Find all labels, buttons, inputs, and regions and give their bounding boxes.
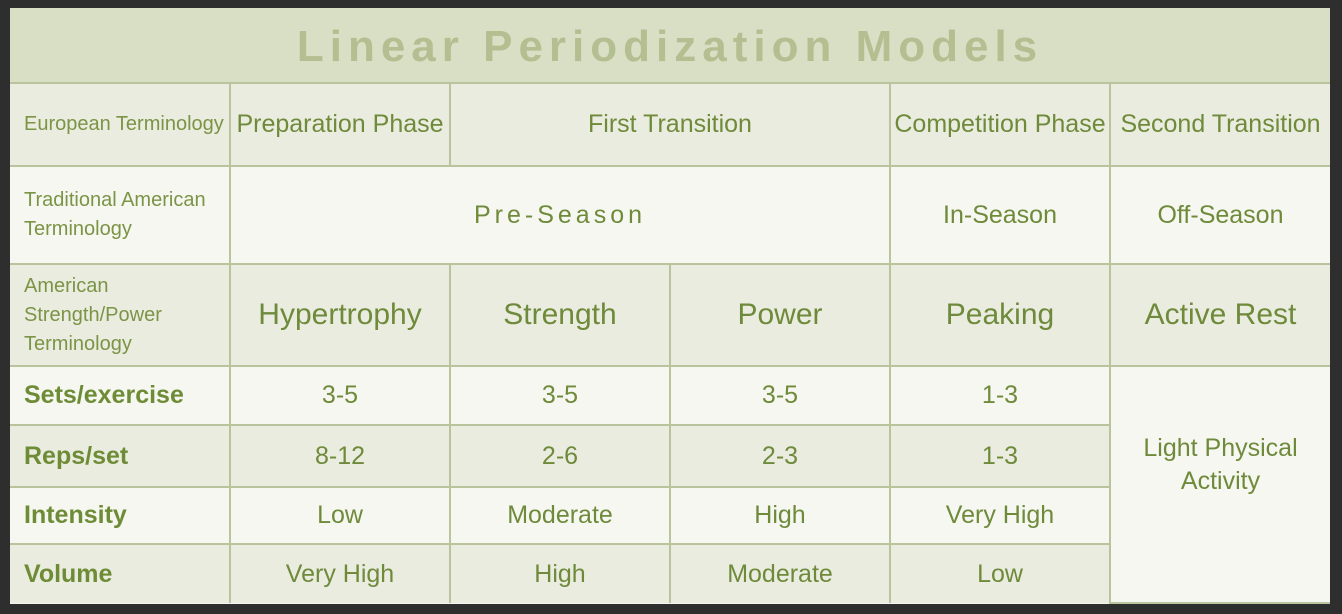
- table-cell: Very High: [889, 486, 1110, 545]
- competition-phase-cell: Competition Phase: [889, 84, 1111, 167]
- first-transition-cell: First Transition: [449, 84, 891, 167]
- table-cell: Low: [889, 543, 1110, 603]
- periodization-table: European Terminology Preparation Phase F…: [10, 84, 1330, 604]
- table-cell: 3-5: [449, 365, 671, 426]
- table-title: Linear Periodization Models: [10, 8, 1330, 84]
- traditional-terminology-row: Traditional American Terminology Pre-Sea…: [10, 165, 1330, 265]
- power-cell: Power: [669, 263, 891, 367]
- in-season-cell: In-Season: [889, 165, 1111, 265]
- volume-label: Volume: [10, 543, 231, 603]
- european-terminology-label: European Terminology: [10, 84, 231, 167]
- reps-set-label: Reps/set: [10, 424, 231, 488]
- active-rest-cell: Active Rest: [1109, 263, 1330, 367]
- strength-power-terminology-label: American Strength/Power Terminology: [10, 263, 231, 367]
- table-cell: High: [669, 486, 891, 545]
- european-terminology-row: European Terminology Preparation Phase F…: [10, 84, 1330, 167]
- pre-season-cell: Pre-Season: [229, 165, 891, 265]
- table-cell: 3-5: [669, 365, 891, 426]
- peaking-cell: Peaking: [889, 263, 1111, 367]
- hypertrophy-cell: Hypertrophy: [229, 263, 451, 367]
- off-season-cell: Off-Season: [1109, 165, 1330, 265]
- table-cell: Very High: [229, 543, 451, 603]
- light-physical-activity-cell: Light Physical Activity: [1109, 365, 1330, 604]
- table-cell: Moderate: [449, 486, 671, 545]
- table-cell: 1-3: [889, 424, 1110, 488]
- table-cell: 2-3: [669, 424, 891, 488]
- table-cell: Low: [229, 486, 451, 545]
- second-transition-cell: Second Transition: [1109, 84, 1330, 167]
- table-cell: 8-12: [229, 424, 451, 488]
- table-cell: 3-5: [229, 365, 451, 426]
- strength-cell: Strength: [449, 263, 671, 367]
- periodization-table-panel: Linear Periodization Models European Ter…: [10, 8, 1330, 604]
- strength-power-terminology-row: American Strength/Power Terminology Hype…: [10, 263, 1330, 367]
- table-cell: High: [449, 543, 671, 603]
- table-cell: 1-3: [889, 365, 1111, 426]
- table-cell: Moderate: [669, 543, 891, 603]
- sets-exercise-label: Sets/exercise: [10, 365, 231, 426]
- intensity-label: Intensity: [10, 486, 231, 545]
- table-row: Sets/exercise 3-5 3-5 3-5 1-3 Light Phys…: [10, 365, 1330, 604]
- preparation-phase-cell: Preparation Phase: [229, 84, 451, 167]
- table-cell: 2-6: [449, 424, 671, 488]
- light-physical-activity-text: Light Physical Activity: [1143, 433, 1298, 495]
- traditional-terminology-label: Traditional American Terminology: [10, 165, 231, 265]
